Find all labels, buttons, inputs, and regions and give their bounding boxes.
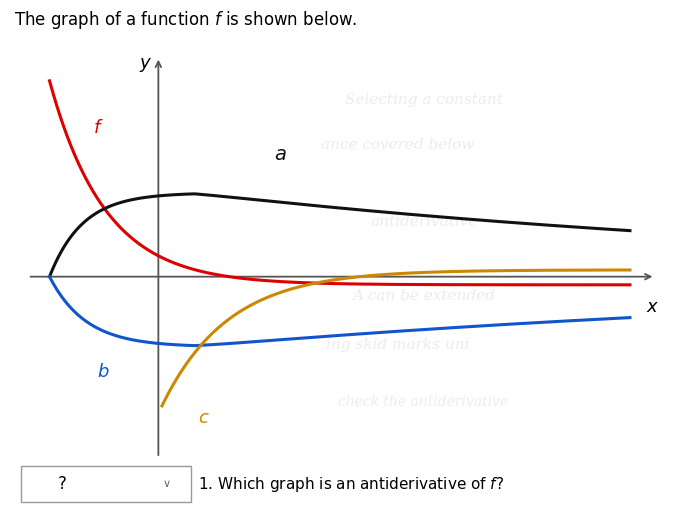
Text: A can be extended: A can be extended xyxy=(352,288,495,302)
Text: Selecting a constant: Selecting a constant xyxy=(345,93,502,107)
Text: $b$: $b$ xyxy=(96,363,109,381)
Text: ?: ? xyxy=(58,474,67,493)
Text: $y$: $y$ xyxy=(139,55,152,73)
Text: check the antiderivative: check the antiderivative xyxy=(339,394,509,408)
Text: ∨: ∨ xyxy=(163,478,171,489)
Text: $f$: $f$ xyxy=(93,119,103,136)
Text: ance covered below: ance covered below xyxy=(321,137,475,152)
Text: 1. Which graph is an antiderivative of $f$?: 1. Which graph is an antiderivative of $… xyxy=(198,474,504,493)
Text: antiderivative: antiderivative xyxy=(370,215,477,229)
Text: $a$: $a$ xyxy=(274,146,287,163)
Text: ing skid marks uni: ing skid marks uni xyxy=(326,337,470,351)
FancyBboxPatch shape xyxy=(21,466,191,502)
Text: $x$: $x$ xyxy=(645,297,659,316)
Text: $c$: $c$ xyxy=(198,408,210,426)
Text: The graph of a function $f$ is shown below.: The graph of a function $f$ is shown bel… xyxy=(14,9,357,32)
